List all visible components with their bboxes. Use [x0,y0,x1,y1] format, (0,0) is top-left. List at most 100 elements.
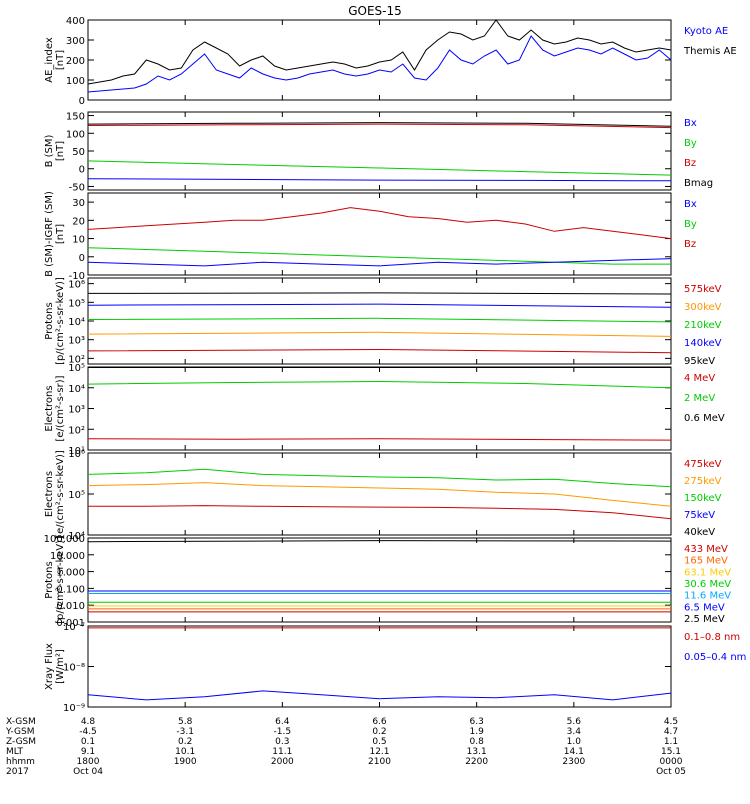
y-tick-label: 10⁵ [68,490,85,501]
footer-value: 15.1 [661,747,681,757]
y-tick-label: 10.000 [50,551,85,562]
panel-frame [87,19,672,101]
footer-value: 13.1 [467,747,487,757]
legend-entry: 6.5 MeV [684,602,725,613]
footer-value: 3.4 [567,727,582,737]
legend-entry: Themis AE [683,46,737,57]
y-axis-label: AE_index [44,37,55,83]
footer-value: 2200 [465,757,488,767]
y-axis-label: [p/(cm²-s-sr-keV)] [55,277,66,365]
y-axis-label: [e/(cm²-s-sr)] [55,375,66,441]
series-line [87,178,672,182]
legend-entry: By [684,138,697,149]
footer-value: 1.0 [567,737,582,747]
series-line [87,438,672,441]
panel-electrons_lo: 10⁴ 10⁵ 10⁶ Electrons [e/(cm²-s-sr-keV)] 475k… [44,449,722,542]
y-tick-label: 10² [68,425,85,436]
series-line [87,247,671,265]
y-axis-label: Protons [44,561,55,598]
y-tick-label: 20 [72,216,85,227]
panel-frame [87,452,672,536]
panel-protons: 10² 10³ 10⁴ 10⁵ 10⁶ Protons [p/(cm²-s-sr-keV)]… [44,277,722,367]
y-tick-label: 10 [72,235,85,246]
legend-entry: 165 MeV [684,556,728,567]
panel-b_igrf: -10 0 10 20 30 B (SM)-IGRF (SM) [nT] Bx By Bz [44,191,697,282]
footer-value: 6.3 [470,717,484,727]
legend-entry: 0.6 MeV [684,413,725,424]
footer-value: 2000 [271,757,294,767]
footer-row-label: 2017 [6,767,29,777]
footer-value: Oct 05 [656,767,686,777]
footer-value: 4.7 [664,727,678,737]
legend-entry: Bmag [684,178,713,189]
y-axis-label: Electrons [44,471,55,517]
footer-row-label: Z-GSM [6,737,36,747]
y-tick-label: 10⁴ [68,531,85,542]
y-tick-label: 10⁻⁸ [63,663,85,674]
legend-entry: 95keV [684,356,715,367]
y-tick-label: 200 [66,56,85,67]
y-axis-label: [nT] [55,141,66,161]
y-axis-label: [nT] [55,224,66,244]
series-line [87,123,672,129]
legend-entry: 0.05–0.4 nm [684,652,746,663]
y-tick-label: 0 [79,253,85,264]
y-tick-label: 10⁴ [68,317,85,328]
series-line [87,160,672,176]
y-tick-label: 10¹ [68,446,85,457]
footer-value: Oct 04 [73,767,103,777]
series-line [87,482,672,507]
legend-entry: 11.6 MeV [684,591,731,602]
series-line [87,303,672,308]
legend-entry: 2 MeV [684,393,715,404]
panel-protons_hi: 0.001 0.010 0.100 1.000 10.000 100.000 Protons… [44,534,732,629]
series-line [87,207,672,240]
legend-entry: 63.1 MeV [684,567,731,578]
footer-value: 0.2 [178,737,192,747]
legend-entry: 2.5 MeV [684,614,725,625]
footer-value: 0000 [660,757,683,767]
y-tick-label: 30 [72,198,85,209]
series-line [88,505,672,520]
legend-entry: Bz [684,239,696,250]
y-tick-label: 400 [66,16,85,27]
panel-electrons_hi: 10¹ 10² 10³ 10⁴ 10⁵ Electrons [e/(cm²-s-sr)] 4 … [44,363,725,457]
y-axis-label: [p/(cm²-s-sr-keV)] [55,536,66,624]
y-axis-label: [e/(cm²-s-sr-keV)] [55,450,66,538]
chart-title: GOES-15 [348,4,402,18]
footer-value: 4.5 [664,717,678,727]
y-axis-label: B (SM) [44,134,55,167]
y-tick-label: 10⁻⁹ [63,703,85,714]
y-tick-label: 0 [79,165,85,176]
footer-value: 0.8 [470,737,485,747]
panel-xray: 10⁻⁹ 10⁻⁸ 10⁻⁷ Xray Flux [W/m²] 0.1–0.8 nm 0.0… [44,622,746,714]
y-tick-label: 1.000 [56,568,85,579]
footer-value: 0.5 [372,737,386,747]
legend-entry: 30.6 MeV [684,579,731,590]
y-tick-label: 10³ [68,405,85,416]
series-line [87,258,672,267]
footer-value: 0.2 [372,727,386,737]
footer-row-label: Y-GSM [5,727,34,737]
series-line [87,540,672,543]
footer-value: 4.8 [81,717,96,727]
series-line [87,380,672,389]
legend-entry: Kyoto AE [684,26,728,37]
legend-entry: 4 MeV [684,373,715,384]
series-line [87,122,672,127]
y-tick-label: 10⁶ [68,449,85,460]
y-tick-label: 10³ [68,336,85,347]
y-axis-label: Protons [44,302,55,339]
footer-value: 1.9 [470,727,485,737]
y-tick-label: 0 [79,96,85,107]
y-tick-label: 100.000 [44,534,85,545]
panel-frame [87,625,672,708]
y-tick-label: 10⁴ [68,384,85,395]
footer-value: 2300 [562,757,585,767]
series-line [87,468,672,488]
series-line [87,690,672,701]
footer-value: 11.1 [272,747,292,757]
footer-value: 12.1 [369,747,389,757]
footer-value: 1800 [77,757,100,767]
